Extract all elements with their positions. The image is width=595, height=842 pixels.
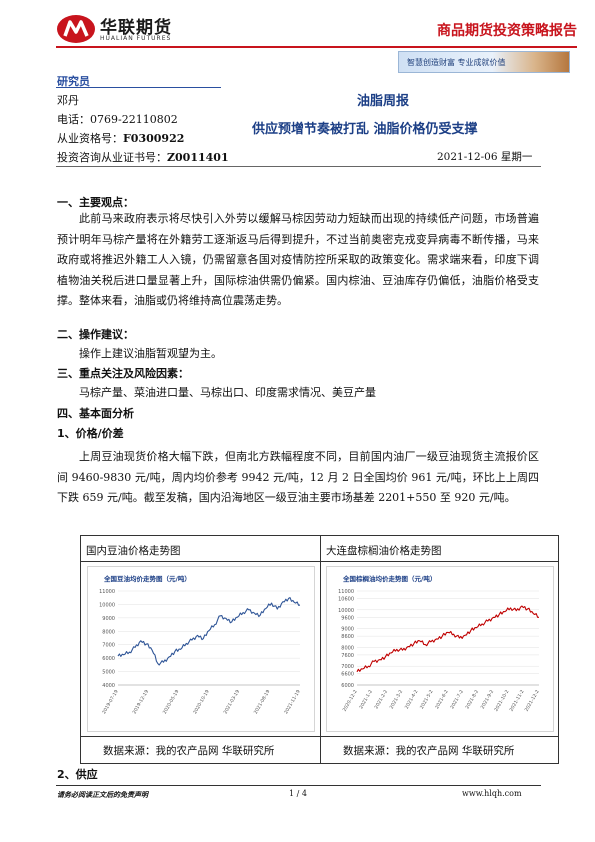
x-tick-label: 2021-5-2 [419, 689, 435, 710]
chart-soybean-oil-svg: 全国豆油均价走势图（元/吨） 4000 5000 6000 7000 8000 9000 10… [99, 574, 302, 715]
section-heading-fundamentals: 四、基本面分析 [57, 407, 134, 420]
x-tick-label: 2019-12-19 [132, 689, 151, 715]
researcher-phone: 电话：0769-22110802 [57, 113, 178, 126]
y-tick-label: 8600 [341, 634, 354, 640]
y-tick-label: 8000 [341, 645, 354, 651]
x-tick-label: 2021-9-2 [480, 689, 496, 710]
x-tick-label: 2021-2-2 [373, 689, 389, 710]
paragraph-risks: 马棕产量、菜油进口量、马棕出口、印度需求情况、美豆产量 [79, 386, 376, 399]
page-number: 1 / 4 [289, 789, 307, 798]
x-tick-label: 2021-4-2 [404, 689, 420, 710]
chart-palm-oil-svg: 全国棕榈油均价走势图（元/吨）6000660070007600800086009… [338, 574, 541, 713]
header-divider [56, 46, 577, 48]
x-tick-label: 2021-3-2 [389, 689, 405, 710]
chart-header-palm-oil: 大连盘棕榈油价格走势图 [326, 545, 442, 557]
y-tick-label: 7000 [341, 664, 354, 670]
paragraph-price: 上周豆油现货价格大幅下跌，但南北方跌幅程度不同，目前国内油厂一级豆油现货主流报价… [57, 450, 539, 504]
y-tick-label: 9600 [341, 615, 354, 621]
footer-url: www.hlqh.com [462, 789, 522, 798]
researcher-heading: 研究员 [57, 75, 90, 88]
report-title: 供应预增节奏被打乱 油脂价格仍受支撑 [252, 122, 478, 137]
y-tick-label: 6000 [102, 656, 115, 662]
y-tick-label: 7600 [341, 653, 354, 659]
y-tick-label: 6000 [341, 683, 354, 689]
y-tick-label: 10000 [338, 608, 354, 614]
y-tick-label: 10600 [338, 597, 354, 603]
y-tick-label: 4000 [102, 683, 115, 689]
x-tick-label: 2021-08-19 [253, 689, 272, 715]
slogan-banner: 智慧创造财富 专业成就价值 [398, 51, 570, 73]
footer-disclaimer: 请务必阅读正文后的免责声明 [57, 790, 148, 799]
chart-soybean-oil: 全国豆油均价走势图（元/吨） 4000 5000 6000 7000 8000 9000 10… [87, 566, 315, 732]
researcher-name: 邓丹 [57, 94, 79, 107]
y-tick-label: 6600 [341, 672, 354, 678]
y-tick-label: 11000 [99, 589, 115, 595]
subsection-heading-price: 1、价格/价差 [57, 427, 124, 440]
x-tick-label: 2021-7-2 [449, 689, 465, 710]
brand-name-en: HUALIAN FUTURES [100, 35, 172, 42]
y-tick-label: 7000 [102, 643, 115, 649]
x-tick-label: 2021-8-2 [464, 689, 480, 710]
chart-table: 国内豆油价格走势图 大连盘棕榈油价格走势图 全国豆油均价走势图（元/吨） 4000… [80, 535, 559, 764]
brand-name: 华联期货 [100, 18, 172, 38]
researcher-divider [56, 87, 221, 88]
x-tick-label: 2021-11-19 [283, 689, 302, 715]
section-divider [56, 166, 541, 167]
x-tick-label: 2021-1-2 [358, 689, 374, 710]
chart-source-palm-oil: 数据来源：我的农产品网 华联研究所 [343, 745, 515, 757]
hualian-logo-icon [57, 15, 95, 43]
y-tick-label: 5000 [102, 670, 115, 676]
series-line [356, 605, 539, 673]
report-type: 商品期货投资策略报告 [437, 23, 577, 39]
section-heading-views: 一、主要观点： [57, 196, 134, 209]
x-tick-label: 2019-07-19 [101, 689, 120, 715]
paragraph-advice: 操作上建议油脂暂观望为主。 [79, 347, 222, 360]
y-tick-label: 8000 [102, 629, 115, 635]
footer-divider [56, 785, 541, 786]
section-heading-risks: 三、重点关注及风险因素： [57, 367, 189, 380]
report-date: 2021-12-06 星期一 [437, 151, 533, 163]
chart-title: 全国豆油均价走势图（元/吨） [103, 574, 191, 583]
x-tick-label: 2020-12-2 [342, 689, 359, 713]
slogan-text: 智慧创造财富 专业成就价值 [407, 58, 506, 67]
section-heading-advice: 二、操作建议： [57, 328, 134, 341]
subsection-heading-supply: 2、供应 [57, 768, 98, 781]
y-tick-label: 11000 [338, 589, 354, 595]
series-line [117, 597, 301, 666]
chart-title: 全国棕榈油均价走势图（元/吨） [342, 574, 436, 583]
x-tick-label: 2021-12-2 [524, 689, 541, 713]
researcher-qualification: 从业资格号：F0300922 [57, 132, 185, 145]
y-tick-label: 9000 [102, 616, 115, 622]
x-tick-label: 2021-6-2 [434, 689, 450, 710]
chart-palm-oil: 全国棕榈油均价走势图（元/吨） 6000 6600 7000 7600 8000 8600 9… [326, 566, 554, 732]
x-tick-label: 2020-10-19 [192, 689, 211, 715]
researcher-consult-cert: 投资咨询从业证书号：Z0011401 [57, 151, 229, 164]
y-tick-label: 10000 [99, 602, 115, 608]
x-tick-label: 2021-10-2 [493, 689, 510, 713]
chart-source-soybean-oil: 数据来源：我的农产品网 华联研究所 [103, 745, 275, 757]
x-tick-label: 2021-11-2 [508, 689, 525, 713]
report-name: 油脂周报 [357, 94, 410, 109]
chart-header-soybean-oil: 国内豆油价格走势图 [86, 545, 181, 557]
x-tick-label: 2021-03-19 [223, 689, 242, 715]
y-tick-label: 9000 [341, 627, 354, 633]
x-tick-label: 2020-05-19 [162, 689, 181, 715]
paragraph-views: 此前马来政府表示将尽快引入外劳以缓解马棕因劳动力短缺而出现的持续低产问题，市场普… [57, 212, 539, 307]
